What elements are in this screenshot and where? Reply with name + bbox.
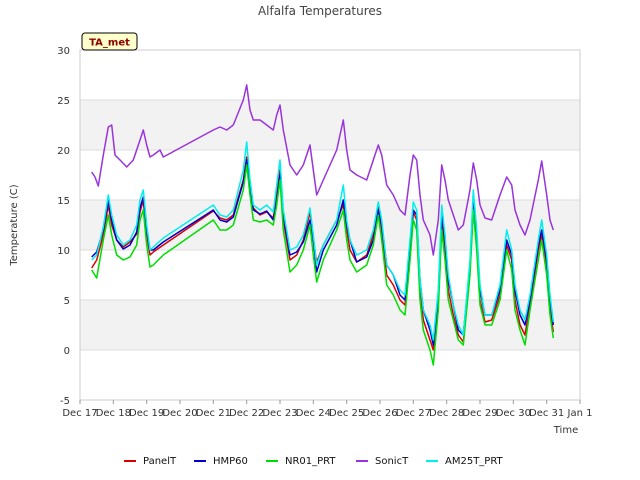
series-line-sonict	[91, 84, 555, 256]
x-tick-label: Dec 24	[296, 408, 331, 419]
plot-frame	[79, 49, 581, 401]
x-tick-label: Dec 18	[96, 408, 131, 419]
x-tick-label: Dec 17	[62, 408, 97, 419]
legend-label: PanelT	[143, 456, 177, 467]
x-tick-label: Dec 28	[429, 408, 464, 419]
legend: PanelT HMP60 NR01_PRT SonicT AM25T_PRT	[124, 456, 504, 467]
ta-met-badge: TA_met	[81, 32, 138, 51]
legend-label: SonicT	[375, 456, 409, 467]
x-tick-label: Dec 19	[129, 408, 164, 419]
badge-label: TA_met	[89, 38, 130, 49]
series-layer	[91, 84, 555, 366]
y-tick-label: 15	[57, 196, 70, 207]
background-band	[80, 100, 580, 150]
x-axis-title: Time	[553, 425, 578, 436]
x-tick-label: Dec 31	[529, 408, 564, 419]
x-tick-label: Dec 22	[229, 408, 264, 419]
y-tick-label: 5	[64, 296, 70, 307]
x-tick-label: Dec 21	[196, 408, 231, 419]
y-tick-label: 10	[57, 246, 70, 257]
background-bands	[80, 100, 580, 350]
legend-item: SonicT	[356, 456, 409, 467]
badge-box	[81, 32, 138, 51]
x-tick-label: Dec 30	[496, 408, 531, 419]
y-axis: -5 0 5 10 15 20 25 30	[57, 46, 70, 407]
y-tick-label: -5	[60, 396, 70, 407]
y-tick-label: 20	[57, 146, 70, 157]
y-tick-label: 0	[64, 346, 70, 357]
x-tick-label: Dec 26	[362, 408, 397, 419]
x-tick-label: Dec 25	[329, 408, 364, 419]
series-line-nr01-prt	[91, 164, 555, 366]
x-tick-label: Dec 20	[162, 408, 197, 419]
y-axis-title: Temperature (C)	[9, 184, 20, 266]
legend-label: NR01_PRT	[285, 456, 336, 467]
legend-item: HMP60	[194, 456, 248, 467]
y-tick-label: 25	[57, 96, 70, 107]
legend-label: HMP60	[213, 456, 248, 467]
x-tick-label: Dec 27	[396, 408, 431, 419]
legend-label: AM25T_PRT	[445, 456, 504, 467]
legend-item: AM25T_PRT	[426, 456, 504, 467]
legend-item: NR01_PRT	[266, 456, 336, 467]
series-line-am25t-prt	[91, 141, 555, 341]
x-tick-label: Dec 29	[462, 408, 497, 419]
x-tick-label: Jan 1	[567, 408, 593, 419]
chart-title: Alfalfa Temperatures	[258, 4, 382, 18]
x-tick-label: Dec 23	[262, 408, 297, 419]
legend-item: PanelT	[124, 456, 177, 467]
y-tick-label: 30	[57, 46, 70, 57]
background-band	[80, 300, 580, 350]
